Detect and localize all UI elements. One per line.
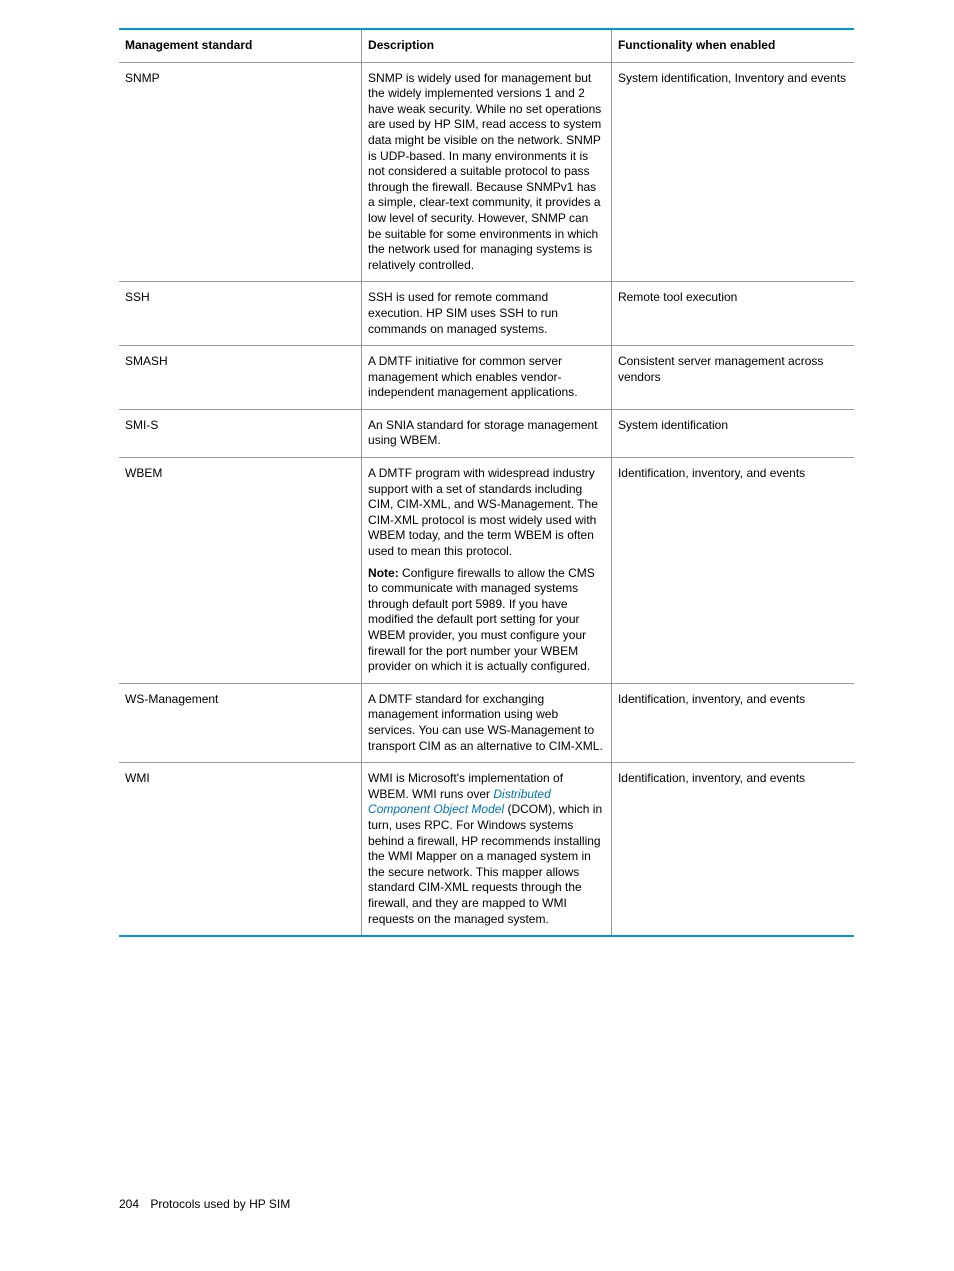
table-row: SNMPSNMP is widely used for management b… [119,62,854,282]
table-row: WMIWMI is Microsoft's implementation of … [119,763,854,936]
cell-standard: SMASH [119,346,362,410]
cell-functionality: Remote tool execution [611,282,854,346]
description-content: A DMTF program with widespread industry … [368,466,605,675]
cell-functionality: System identification [611,409,854,457]
cell-functionality: Identification, inventory, and events [611,763,854,936]
col-header-description: Description [362,29,612,62]
table-row: SMASHA DMTF initiative for common server… [119,346,854,410]
description-content: A DMTF standard for exchanging managemen… [368,692,605,754]
cell-description: A DMTF initiative for common server mana… [362,346,612,410]
description-content: An SNIA standard for storage management … [368,418,605,449]
cell-standard: WBEM [119,458,362,684]
protocols-table: Management standard Description Function… [119,28,854,937]
cell-description: WMI is Microsoft's implementation of WBE… [362,763,612,936]
page-number: 204 [119,1197,139,1211]
document-page: Management standard Description Function… [0,0,954,1251]
table-header-row: Management standard Description Function… [119,29,854,62]
cell-description: SNMP is widely used for management but t… [362,62,612,282]
cell-standard: SSH [119,282,362,346]
description-content: A DMTF initiative for common server mana… [368,354,605,401]
table-row: SMI-SAn SNIA standard for storage manage… [119,409,854,457]
table-row: SSHSSH is used for remote command execut… [119,282,854,346]
cell-functionality: Identification, inventory, and events [611,458,854,684]
description-content: SNMP is widely used for management but t… [368,71,605,274]
page-footer: 204 Protocols used by HP SIM [119,1197,854,1211]
table-row: WBEMA DMTF program with widespread indus… [119,458,854,684]
cell-description: A DMTF standard for exchanging managemen… [362,683,612,762]
cell-description: An SNIA standard for storage management … [362,409,612,457]
table-body: SNMPSNMP is widely used for management b… [119,62,854,936]
cell-standard: WMI [119,763,362,936]
description-content: SSH is used for remote command execution… [368,290,605,337]
cell-standard: SNMP [119,62,362,282]
table-row: WS-ManagementA DMTF standard for exchang… [119,683,854,762]
cell-functionality: System identification, Inventory and eve… [611,62,854,282]
cell-description: SSH is used for remote command execution… [362,282,612,346]
col-header-standard: Management standard [119,29,362,62]
cell-description: A DMTF program with widespread industry … [362,458,612,684]
cell-functionality: Consistent server management across vend… [611,346,854,410]
footer-section-title: Protocols used by HP SIM [150,1197,290,1211]
col-header-functionality: Functionality when enabled [611,29,854,62]
cell-standard: WS-Management [119,683,362,762]
cell-functionality: Identification, inventory, and events [611,683,854,762]
cell-standard: SMI-S [119,409,362,457]
description-content: WMI is Microsoft's implementation of WBE… [368,771,605,927]
